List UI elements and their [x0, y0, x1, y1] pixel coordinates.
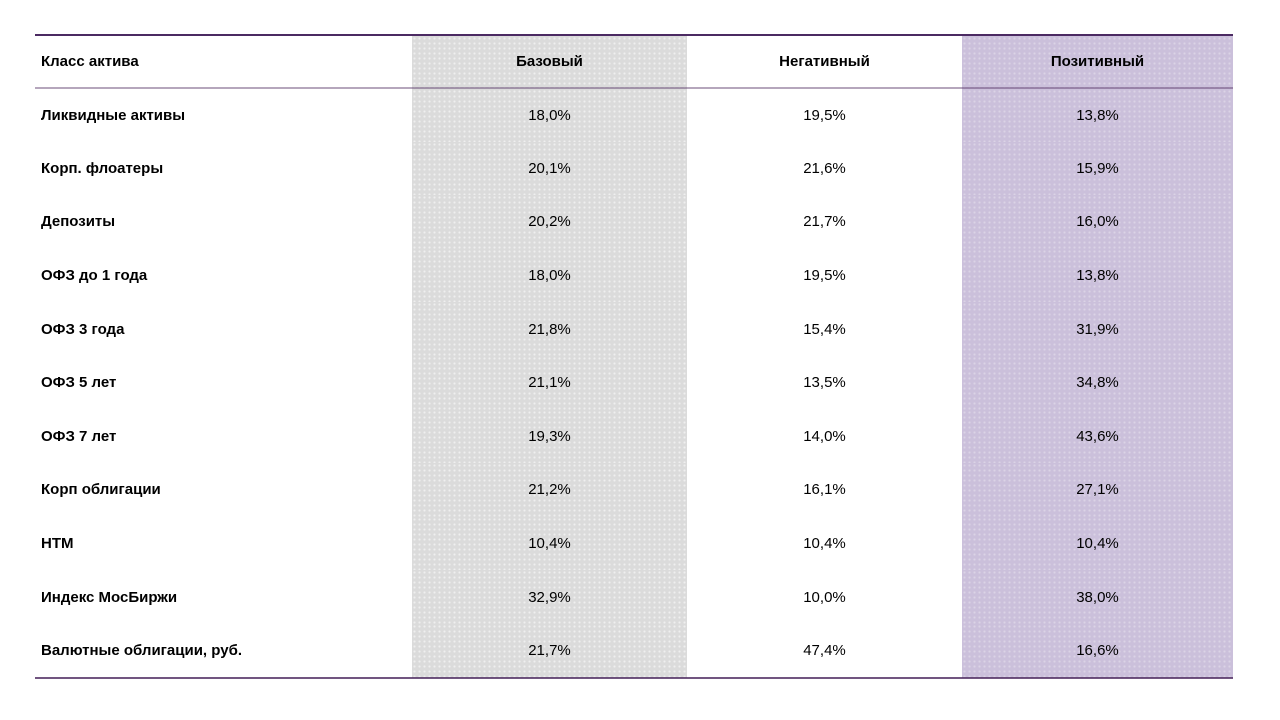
cell-asset-class: Депозиты	[41, 213, 116, 231]
cell-base-value: 18,0%	[412, 248, 687, 303]
header-row: Класс актива Базовый Негативный Позитивн…	[35, 34, 1233, 89]
cell-asset-class: Индекс МосБиржи	[41, 588, 178, 606]
cell-negative-value: 16,1%	[803, 481, 846, 499]
cell-positive-value: 27,1%	[962, 463, 1233, 517]
cell-negative-value: 15,4%	[803, 320, 846, 338]
cell-negative-value: 21,6%	[803, 159, 846, 177]
cell-base-value: 10,4%	[412, 516, 687, 571]
cell-negative-value: 14,0%	[803, 427, 846, 445]
cell-asset-class: ОФЗ до 1 года	[41, 267, 148, 285]
cell-positive-value: 38,0%	[962, 570, 1233, 624]
column-header-positive-scenario: Позитивный	[962, 34, 1233, 89]
cell-positive-value: 16,6%	[962, 623, 1233, 679]
table-row: Корп облигации 21,2% 16,1% 27,1%	[35, 463, 1233, 517]
table-row: Индекс МосБиржи 32,9% 10,0% 38,0%	[35, 570, 1233, 624]
cell-asset-class: Корп облигации	[41, 481, 161, 499]
table-row: HTM 10,4% 10,4% 10,4%	[35, 516, 1233, 571]
cell-positive-value: 13,8%	[962, 248, 1233, 303]
cell-base-value: 18,0%	[412, 88, 687, 142]
cell-positive-value: 15,9%	[962, 141, 1233, 196]
table-row: ОФЗ до 1 года 18,0% 19,5% 13,8%	[35, 248, 1233, 303]
table-body: Ликвидные активы 18,0% 19,5% 13,8% Корп.…	[35, 88, 1233, 679]
cell-base-value: 21,8%	[412, 302, 687, 356]
cell-asset-class: Корп. флоатеры	[41, 159, 164, 177]
cell-positive-value: 16,0%	[962, 195, 1233, 249]
cell-base-value: 19,3%	[412, 409, 687, 464]
cell-positive-value: 10,4%	[962, 516, 1233, 571]
cell-base-value: 21,7%	[412, 623, 687, 679]
cell-positive-value: 13,8%	[962, 88, 1233, 142]
cell-asset-class: Ликвидные активы	[41, 106, 186, 124]
table-row: Корп. флоатеры 20,1% 21,6% 15,9%	[35, 141, 1233, 196]
column-header-asset-class: Класс актива	[35, 34, 412, 89]
table-row: Валютные облигации, руб. 21,7% 47,4% 16,…	[35, 623, 1233, 679]
table-row: ОФЗ 7 лет 19,3% 14,0% 43,6%	[35, 409, 1233, 464]
cell-asset-class: ОФЗ 7 лет	[41, 427, 117, 445]
cell-negative-value: 10,0%	[803, 588, 846, 606]
scenario-table: Класс актива Базовый Негативный Позитивн…	[35, 34, 1233, 679]
table-row: Депозиты 20,2% 21,7% 16,0%	[35, 195, 1233, 249]
cell-asset-class: Валютные облигации, руб.	[35, 623, 412, 679]
cell-positive-value: 43,6%	[962, 409, 1233, 464]
cell-base-value: 21,2%	[412, 463, 687, 517]
cell-positive-value: 31,9%	[962, 302, 1233, 356]
cell-base-value: 32,9%	[412, 570, 687, 624]
table-row: ОФЗ 5 лет 21,1% 13,5% 34,8%	[35, 355, 1233, 410]
cell-negative-value: 19,5%	[803, 106, 846, 124]
cell-asset-class: ОФЗ 3 года	[41, 320, 125, 338]
cell-asset-class: ОФЗ 5 лет	[41, 374, 117, 392]
column-header-base-scenario: Базовый	[412, 34, 687, 89]
cell-base-value: 21,1%	[412, 355, 687, 410]
cell-positive-value: 34,8%	[962, 355, 1233, 410]
cell-base-value: 20,2%	[412, 195, 687, 249]
cell-negative-value: 13,5%	[803, 374, 846, 392]
cell-negative-value: 10,4%	[803, 535, 846, 553]
scenario-table-container: Класс актива Базовый Негативный Позитивн…	[35, 34, 1233, 679]
cell-negative-value: 21,7%	[803, 213, 846, 231]
cell-negative-value: 19,5%	[803, 267, 846, 285]
cell-negative-value: 47,4%	[687, 623, 962, 679]
column-header-negative-scenario: Негативный	[687, 34, 962, 89]
table-row: ОФЗ 3 года 21,8% 15,4% 31,9%	[35, 302, 1233, 356]
table-header: Класс актива Базовый Негативный Позитивн…	[35, 34, 1233, 89]
cell-base-value: 20,1%	[412, 141, 687, 196]
table-row: Ликвидные активы 18,0% 19,5% 13,8%	[35, 88, 1233, 142]
cell-asset-class: HTM	[41, 535, 74, 553]
